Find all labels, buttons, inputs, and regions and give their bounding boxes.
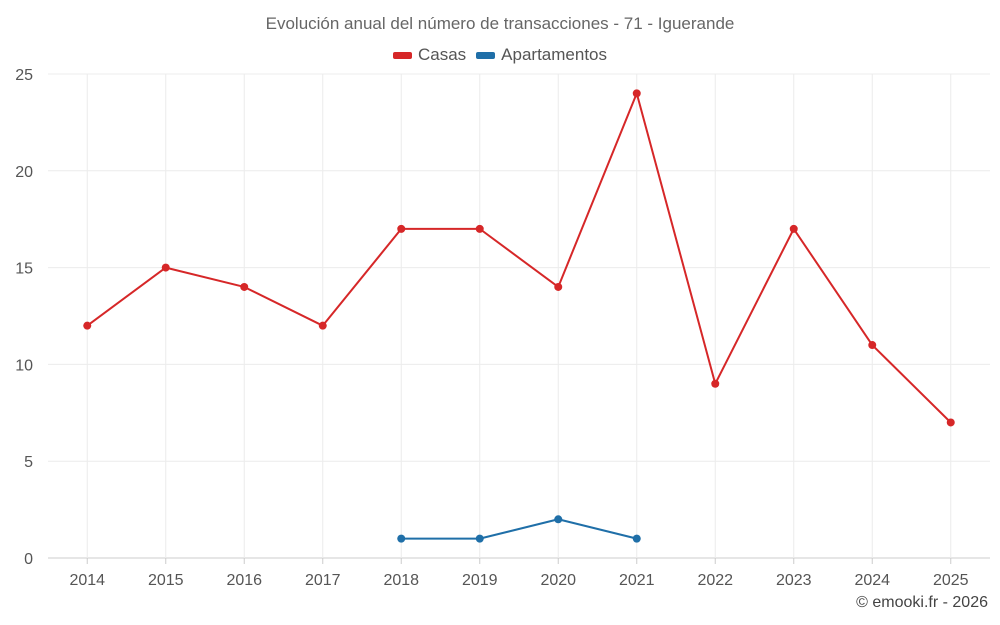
y-tick-label: 15 bbox=[15, 261, 33, 278]
x-tick-label: 2018 bbox=[383, 572, 419, 589]
series-line-casas bbox=[86, 92, 952, 424]
legend-label-casas: Casas bbox=[417, 45, 467, 64]
y-tick-label: 20 bbox=[15, 164, 33, 181]
x-tick-label: 2017 bbox=[305, 572, 341, 589]
y-tick-label: 25 bbox=[15, 67, 33, 84]
x-tick-label: 2015 bbox=[148, 572, 184, 589]
x-tick-label: 2019 bbox=[462, 572, 498, 589]
data-point-casas bbox=[868, 341, 877, 350]
data-point-casas bbox=[318, 321, 327, 330]
legend-swatch-apartamentos bbox=[476, 51, 496, 59]
data-point-casas bbox=[161, 263, 170, 272]
legend-item-casas[interactable]: Casas bbox=[392, 45, 467, 65]
x-tick-label: 2014 bbox=[69, 572, 105, 589]
x-tick-label: 2022 bbox=[697, 572, 733, 589]
data-point-casas bbox=[83, 321, 92, 330]
x-tick-label: 2024 bbox=[854, 572, 890, 589]
data-point-casas bbox=[475, 224, 484, 233]
data-point-casas bbox=[554, 282, 563, 291]
legend: Casas Apartamentos bbox=[0, 45, 1000, 65]
chart-title: Evolución anual del número de transaccio… bbox=[265, 14, 735, 33]
x-tick-label: 2020 bbox=[540, 572, 576, 589]
data-point-apartamentos bbox=[397, 534, 406, 543]
legend-item-apartamentos[interactable]: Apartamentos bbox=[476, 45, 607, 65]
data-point-casas bbox=[632, 89, 641, 98]
x-tick-label: 2023 bbox=[776, 572, 812, 589]
x-tick-label: 2025 bbox=[933, 572, 969, 589]
data-point-casas bbox=[946, 418, 955, 427]
x-tick-label: 2016 bbox=[226, 572, 262, 589]
x-tick-label: 2021 bbox=[619, 572, 655, 589]
data-point-casas bbox=[240, 282, 249, 291]
data-point-apartamentos bbox=[554, 515, 563, 524]
y-tick-label: 0 bbox=[24, 551, 33, 568]
data-point-casas bbox=[789, 224, 798, 233]
y-tick-label: 10 bbox=[15, 357, 33, 374]
data-point-apartamentos bbox=[475, 534, 484, 543]
y-tick-label: 5 bbox=[24, 454, 33, 471]
data-point-casas bbox=[397, 224, 406, 233]
legend-label-apartamentos: Apartamentos bbox=[501, 45, 608, 64]
legend-swatch-casas bbox=[392, 51, 412, 59]
data-point-apartamentos bbox=[632, 534, 641, 543]
data-point-casas bbox=[711, 379, 720, 388]
credit: © emooki.fr - 2026 bbox=[856, 594, 988, 611]
series-line-apartamentos bbox=[401, 518, 637, 540]
